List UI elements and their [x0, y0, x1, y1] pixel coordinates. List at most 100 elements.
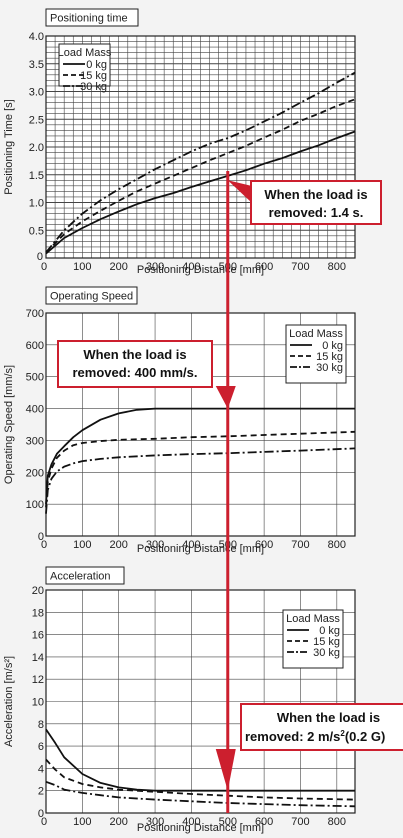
- x-tick-label: 200: [110, 261, 128, 273]
- y-tick-label: 16: [32, 630, 44, 642]
- y-tick-label: 300: [26, 435, 44, 447]
- legend-title: Load Mass: [286, 613, 340, 625]
- x-tick-label: 700: [291, 539, 309, 551]
- legend-item: 30 kg: [313, 647, 340, 659]
- x-axis-label: Positioning Distance [mm]: [137, 822, 264, 834]
- legend-title: Load Mass: [289, 328, 343, 340]
- y-tick-label: 400: [26, 404, 44, 416]
- x-tick-label: 100: [73, 816, 91, 828]
- x-tick-label: 700: [291, 816, 309, 828]
- series-line-15-kg: [45, 98, 356, 254]
- callout-line1: When the load is: [264, 187, 367, 202]
- y-tick-label: 2: [38, 786, 44, 798]
- chart-2: Operating Speed 0 100 200 300 400 500 600 700 800…: [3, 286, 356, 555]
- y-tick-label: 4: [38, 763, 44, 775]
- x-tick-label: 600: [255, 816, 273, 828]
- series-line-30-kg: [45, 71, 356, 253]
- legend-box: [282, 609, 344, 669]
- callout-line2: removed: 1.4 s.: [269, 205, 364, 220]
- y-axis-label: Acceleration [m/s²]: [3, 656, 15, 747]
- y-tick-label: 600: [26, 340, 44, 352]
- legend-item: 15 kg: [316, 351, 343, 363]
- x-tick-label: 200: [110, 539, 128, 551]
- y-tick-label: 6: [38, 741, 44, 753]
- legend-item: 30 kg: [80, 81, 107, 93]
- callout-line2-part2: (0.2 G): [345, 729, 385, 744]
- x-tick-label: 400: [182, 816, 200, 828]
- x-tick-label: 800: [328, 539, 346, 551]
- y-tick-label: 0: [38, 531, 44, 543]
- legend-item: 0 kg: [319, 625, 340, 637]
- y-tick-label: 0: [38, 808, 44, 820]
- y-tick-zero: 0: [37, 251, 43, 263]
- y-tick-label: 700: [26, 308, 44, 320]
- x-tick-label: 300: [146, 816, 164, 828]
- x-tick-label: 800: [328, 261, 346, 273]
- callout-pointer: [227, 180, 252, 203]
- plot-frame: [45, 35, 356, 259]
- series-line-30-kg: [45, 780, 356, 808]
- legend-item: 0 kg: [322, 340, 343, 352]
- x-tick-label: 0: [41, 261, 47, 273]
- callout-line1: When the load is: [277, 710, 380, 725]
- callout-box: [250, 180, 382, 225]
- chart-title-box: [45, 566, 125, 585]
- series-line-0-kg: [45, 130, 356, 255]
- x-tick-label: 300: [146, 261, 164, 273]
- x-tick-label: 700: [291, 261, 309, 273]
- x-tick-label: 0: [41, 816, 47, 828]
- x-tick-label: 300: [146, 539, 164, 551]
- y-tick-label: 2.5: [29, 114, 44, 126]
- legend-item: 0 kg: [86, 59, 107, 71]
- callout-1: When the load is removed: 1.4 s.: [227, 180, 382, 225]
- callout-line2-part1: removed: 2 m/s: [245, 729, 340, 744]
- y-tick-label: 500: [26, 372, 44, 384]
- y-axis-label: Operating Speed [mm/s]: [3, 365, 15, 484]
- x-tick-label: 0: [41, 539, 47, 551]
- y-tick-label: 3.0: [29, 87, 44, 99]
- y-axis-label: Positioning Time [s]: [3, 99, 15, 194]
- callout-box: [57, 340, 213, 388]
- chart-title: Operating Speed: [50, 291, 133, 303]
- legend-item: 30 kg: [316, 362, 343, 374]
- callout-3: When the load is removed: 2 m/s2(0.2 G): [215, 703, 403, 791]
- chart-title: Acceleration: [50, 571, 111, 583]
- chart-3: Acceleration 0 100 200 300 400 500 600 700 800 0 2 4…: [3, 566, 356, 834]
- x-tick-label: 800: [328, 816, 346, 828]
- chart-title-box: [45, 8, 139, 27]
- x-axis-label: Positioning Distance [mm]: [137, 543, 264, 555]
- y-tick-label: 0.5: [29, 225, 44, 237]
- legend-item: 15 kg: [313, 636, 340, 648]
- y-tick-label: 3.5: [29, 59, 44, 71]
- callout-line2: removed: 400 mm/s.: [72, 365, 197, 380]
- plot-frame: [45, 312, 356, 537]
- legend-item: 15 kg: [80, 70, 107, 82]
- x-axis-label: Positioning Distance [mm]: [137, 264, 264, 276]
- series-line-0-kg: [45, 407, 355, 505]
- y-tick-label: 18: [32, 607, 44, 619]
- series-line-0-kg: [45, 728, 355, 792]
- callout-pointer: [215, 386, 236, 409]
- legend-box: [58, 43, 111, 87]
- x-tick-label: 100: [73, 539, 91, 551]
- y-tick-label: 8: [38, 719, 44, 731]
- series-line-30-kg: [45, 447, 356, 514]
- y-tick-label: 100: [26, 499, 44, 511]
- y-tick-label: 20: [32, 585, 44, 597]
- series-line-15-kg: [45, 758, 356, 801]
- callout-line1: When the load is: [83, 347, 186, 362]
- x-tick-label: 600: [255, 539, 273, 551]
- chart-title: Positioning time: [50, 13, 128, 25]
- legend-box: [285, 324, 347, 384]
- y-tick-label: 200: [26, 467, 44, 479]
- callout-line2-sup: 2: [340, 729, 345, 738]
- y-tick-label: 14: [32, 652, 44, 664]
- y-tick-label: 2.0: [29, 142, 44, 154]
- callout-box: [240, 703, 403, 751]
- chart-title-box: [45, 286, 138, 305]
- callout-pointer: [215, 749, 236, 791]
